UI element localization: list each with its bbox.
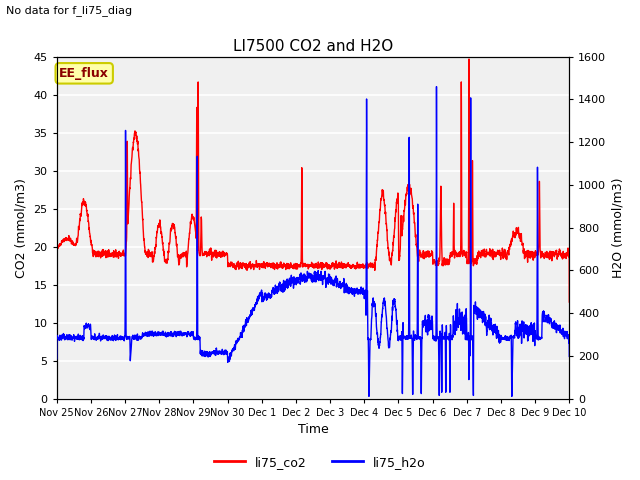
Y-axis label: CO2 (mmol/m3): CO2 (mmol/m3) bbox=[15, 178, 28, 277]
Text: EE_flux: EE_flux bbox=[60, 67, 109, 80]
Y-axis label: H2O (mmol/m3): H2O (mmol/m3) bbox=[612, 177, 625, 278]
Text: No data for f_li75_diag: No data for f_li75_diag bbox=[6, 5, 132, 16]
Legend: li75_co2, li75_h2o: li75_co2, li75_h2o bbox=[209, 451, 431, 474]
X-axis label: Time: Time bbox=[298, 423, 328, 436]
Title: LI7500 CO2 and H2O: LI7500 CO2 and H2O bbox=[233, 39, 393, 54]
